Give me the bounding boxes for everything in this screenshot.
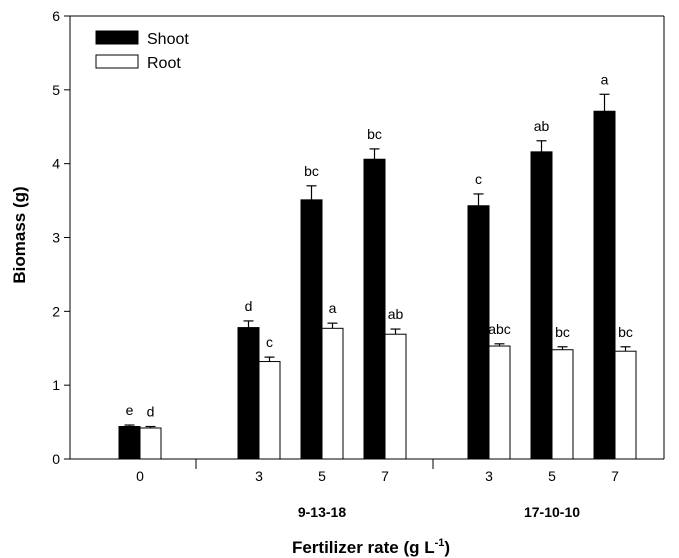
significance-label-shoot: ab	[534, 118, 550, 134]
significance-label-root: d	[147, 404, 155, 420]
x-group-label: 9-13-18	[298, 504, 346, 520]
bars-layer	[118, 93, 637, 460]
bar-shoot	[467, 205, 490, 460]
bar-shoot	[300, 199, 323, 460]
x-axis-title: Fertilizer rate (g L-1)	[292, 537, 450, 557]
y-tick-label: 6	[52, 8, 60, 24]
bar-root	[384, 333, 407, 460]
x-axis-title-superscript: -1	[435, 537, 445, 549]
significance-label-shoot: bc	[367, 126, 382, 142]
x-tick-label-rate: 5	[548, 468, 556, 484]
legend-swatch-root	[95, 54, 139, 69]
bar-shoot	[118, 426, 141, 460]
x-tick-label-rate: 0	[136, 468, 144, 484]
y-axis: 0 1 2 3 4 5 6	[52, 8, 70, 467]
x-axis-title-suffix: )	[444, 538, 450, 557]
bar-shoot	[530, 151, 553, 460]
significance-label-shoot: e	[126, 402, 134, 418]
y-tick-label: 4	[52, 156, 60, 172]
x-axis: 0 3 5 7 9-13-18 3 5 7 17-10-10	[136, 459, 619, 520]
bar-root	[139, 427, 162, 460]
bar-shoot	[593, 110, 616, 460]
legend-label-root: Root	[147, 55, 181, 72]
x-tick-label-rate: 7	[611, 468, 619, 484]
significance-label-shoot: c	[475, 171, 482, 187]
y-axis-title: Biomass (g)	[10, 186, 29, 283]
bar-root	[258, 361, 281, 460]
legend-swatch-shoot	[95, 30, 139, 45]
y-tick-label: 2	[52, 303, 60, 319]
bar-shoot	[363, 158, 386, 460]
legend: Shoot Root	[95, 30, 189, 72]
significance-label-root: a	[329, 300, 337, 316]
significance-label-shoot: a	[601, 71, 609, 87]
legend-label-shoot: Shoot	[147, 31, 189, 48]
y-tick-label: 1	[52, 377, 60, 393]
bar-root	[614, 350, 637, 460]
x-tick-label-rate: 3	[255, 468, 263, 484]
x-group-label: 17-10-10	[524, 504, 580, 520]
significance-label-shoot: d	[245, 298, 253, 314]
y-tick-label: 5	[52, 82, 60, 98]
y-tick-label: 0	[52, 451, 60, 467]
y-tick-label: 3	[52, 230, 60, 246]
significance-label-root: abc	[488, 321, 511, 337]
x-tick-label-rate: 5	[318, 468, 326, 484]
x-tick-label-rate: 3	[485, 468, 493, 484]
significance-label-root: bc	[555, 324, 570, 340]
bar-root	[321, 327, 344, 460]
significance-label-root: ab	[388, 306, 404, 322]
bar-root	[488, 345, 511, 460]
x-axis-title-main: Fertilizer rate (g L	[292, 538, 435, 557]
bar-shoot	[237, 327, 260, 460]
bar-root	[551, 349, 574, 460]
significance-label-root: bc	[618, 324, 633, 340]
significance-label-shoot: bc	[304, 163, 319, 179]
significance-label-root: c	[266, 334, 273, 350]
x-tick-label-rate: 7	[381, 468, 389, 484]
